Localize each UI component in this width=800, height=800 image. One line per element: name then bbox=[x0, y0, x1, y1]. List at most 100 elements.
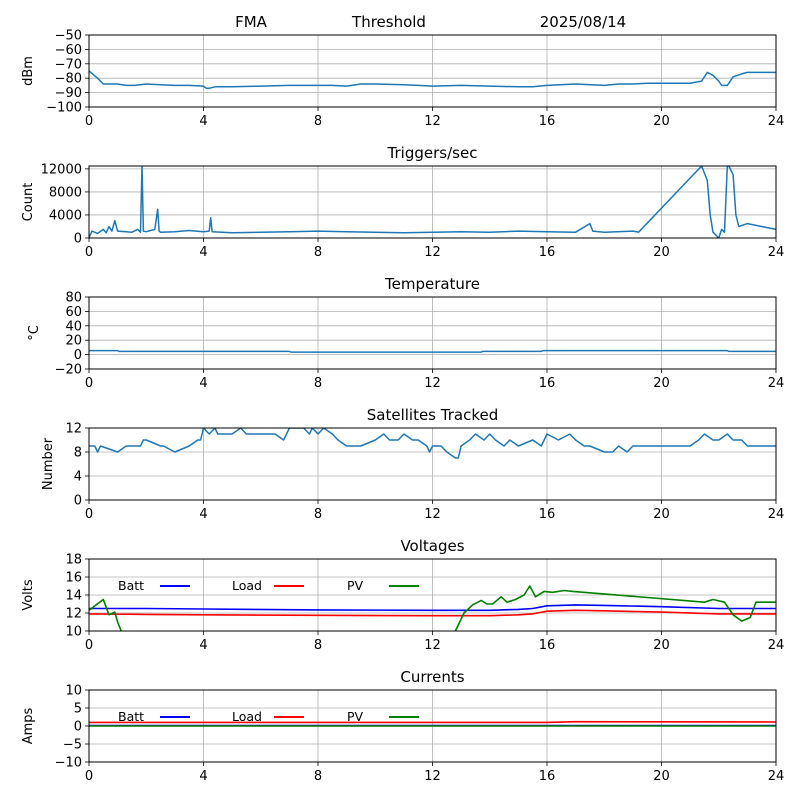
header-mode: Threshold bbox=[351, 13, 426, 31]
y-axis-label: Count bbox=[21, 183, 36, 222]
y-tick-label: 80 bbox=[65, 291, 82, 306]
legend-label-load: Load bbox=[232, 578, 262, 593]
x-tick-label: 16 bbox=[539, 376, 556, 391]
x-tick-label: 16 bbox=[539, 638, 556, 653]
legend-label-batt: Batt bbox=[118, 578, 144, 593]
y-tick-label: 12 bbox=[65, 422, 82, 437]
x-tick-label: 8 bbox=[314, 769, 322, 784]
x-tick-label: 24 bbox=[768, 114, 785, 129]
x-tick-label: 16 bbox=[539, 114, 556, 129]
chart-title: Temperature bbox=[384, 275, 480, 293]
legend-label-pv: PV bbox=[347, 578, 364, 593]
x-tick-label: 16 bbox=[539, 507, 556, 522]
y-tick-label: 0 bbox=[74, 348, 82, 363]
x-tick-label: 0 bbox=[85, 769, 93, 784]
x-tick-label: 12 bbox=[424, 245, 441, 260]
x-tick-label: 16 bbox=[539, 245, 556, 260]
x-tick-label: 4 bbox=[199, 114, 207, 129]
y-tick-label: 12000 bbox=[41, 162, 82, 177]
x-tick-label: 0 bbox=[85, 376, 93, 391]
x-tick-label: 8 bbox=[314, 245, 322, 260]
y-tick-label: 5 bbox=[74, 702, 82, 717]
header-station: FMA bbox=[235, 13, 268, 31]
x-tick-label: 20 bbox=[653, 638, 670, 653]
series-line bbox=[89, 166, 776, 238]
x-tick-label: 4 bbox=[199, 638, 207, 653]
y-axis-label: dBm bbox=[21, 56, 36, 86]
y-tick-label: 60 bbox=[65, 305, 82, 320]
x-tick-label: 0 bbox=[85, 507, 93, 522]
x-tick-label: 20 bbox=[653, 114, 670, 129]
y-tick-label: −100 bbox=[46, 101, 82, 116]
x-tick-label: 24 bbox=[768, 376, 785, 391]
x-tick-label: 4 bbox=[199, 376, 207, 391]
x-tick-label: 0 bbox=[85, 638, 93, 653]
chart-title: Triggers/sec bbox=[387, 144, 478, 162]
y-tick-label: −20 bbox=[55, 363, 82, 378]
header-date: 2025/08/14 bbox=[540, 13, 626, 31]
x-tick-label: 20 bbox=[653, 769, 670, 784]
chart-triggers: 0 4 8 12 16 20 24 0 4000 8000 12000 Triggers/sec Cou… bbox=[21, 144, 784, 260]
series-line bbox=[89, 428, 776, 459]
y-axis-label: °C bbox=[27, 325, 42, 341]
x-tick-label: 8 bbox=[314, 376, 322, 391]
x-tick-label: 12 bbox=[424, 769, 441, 784]
y-tick-label: 0 bbox=[74, 720, 82, 735]
series-line-pv bbox=[89, 585, 776, 631]
y-tick-label: −60 bbox=[55, 43, 82, 58]
x-tick-label: 12 bbox=[424, 114, 441, 129]
x-tick-label: 8 bbox=[314, 638, 322, 653]
y-tick-label: −5 bbox=[63, 738, 82, 753]
x-tick-label: 12 bbox=[424, 376, 441, 391]
y-tick-label: −10 bbox=[55, 756, 82, 771]
series-line-load bbox=[89, 720, 776, 724]
y-tick-label: 10 bbox=[65, 625, 82, 640]
x-tick-label: 20 bbox=[653, 245, 670, 260]
y-tick-label: 10 bbox=[65, 684, 82, 699]
y-tick-label: 16 bbox=[65, 571, 82, 586]
x-tick-label: 4 bbox=[199, 507, 207, 522]
x-tick-label: 0 bbox=[85, 114, 93, 129]
legend-label-load: Load bbox=[232, 709, 262, 724]
y-tick-label: 8 bbox=[74, 446, 82, 461]
x-tick-label: 8 bbox=[314, 114, 322, 129]
legend-label-batt: Batt bbox=[118, 709, 144, 724]
x-tick-label: 0 bbox=[85, 245, 93, 260]
chart-satellites: 0 4 8 12 16 20 24 0 4 8 12 Satellites Tracked Number bbox=[41, 406, 784, 522]
y-tick-label: 4 bbox=[74, 470, 82, 485]
y-tick-label: −80 bbox=[55, 72, 82, 87]
x-tick-label: 4 bbox=[199, 769, 207, 784]
chart-title: Satellites Tracked bbox=[367, 406, 498, 424]
y-tick-label: −90 bbox=[55, 86, 82, 101]
legend-label-pv: PV bbox=[347, 709, 364, 724]
chart-threshold: 0 4 8 12 16 20 24 −100−90−80−70−60−50 dBm bbox=[21, 29, 784, 130]
x-tick-label: 4 bbox=[199, 245, 207, 260]
y-tick-label: 8000 bbox=[49, 185, 82, 200]
x-tick-label: 8 bbox=[314, 507, 322, 522]
y-tick-label: 40 bbox=[65, 319, 82, 334]
y-tick-label: 18 bbox=[65, 553, 82, 568]
y-axis-label: Amps bbox=[21, 707, 36, 744]
series-line bbox=[89, 349, 776, 353]
x-tick-label: 20 bbox=[653, 507, 670, 522]
series-line bbox=[89, 70, 776, 90]
chart-voltages: Batt Load PV 0 4 8 12 16 20 24 10 12 14 16 18 Voltages V… bbox=[21, 537, 784, 653]
y-axis-label: Number bbox=[41, 437, 56, 490]
x-tick-label: 24 bbox=[768, 638, 785, 653]
y-tick-label: −70 bbox=[55, 57, 82, 72]
y-tick-label: 0 bbox=[74, 494, 82, 509]
y-axis-label: Volts bbox=[21, 579, 36, 611]
x-tick-label: 24 bbox=[768, 769, 785, 784]
x-tick-label: 24 bbox=[768, 245, 785, 260]
x-tick-label: 24 bbox=[768, 507, 785, 522]
y-tick-label: 12 bbox=[65, 607, 82, 622]
y-tick-label: 4000 bbox=[49, 208, 82, 223]
y-tick-label: 20 bbox=[65, 334, 82, 349]
y-tick-label: 0 bbox=[74, 232, 82, 247]
y-tick-label: −50 bbox=[55, 29, 82, 44]
y-tick-label: 14 bbox=[65, 589, 82, 604]
x-tick-label: 12 bbox=[424, 507, 441, 522]
